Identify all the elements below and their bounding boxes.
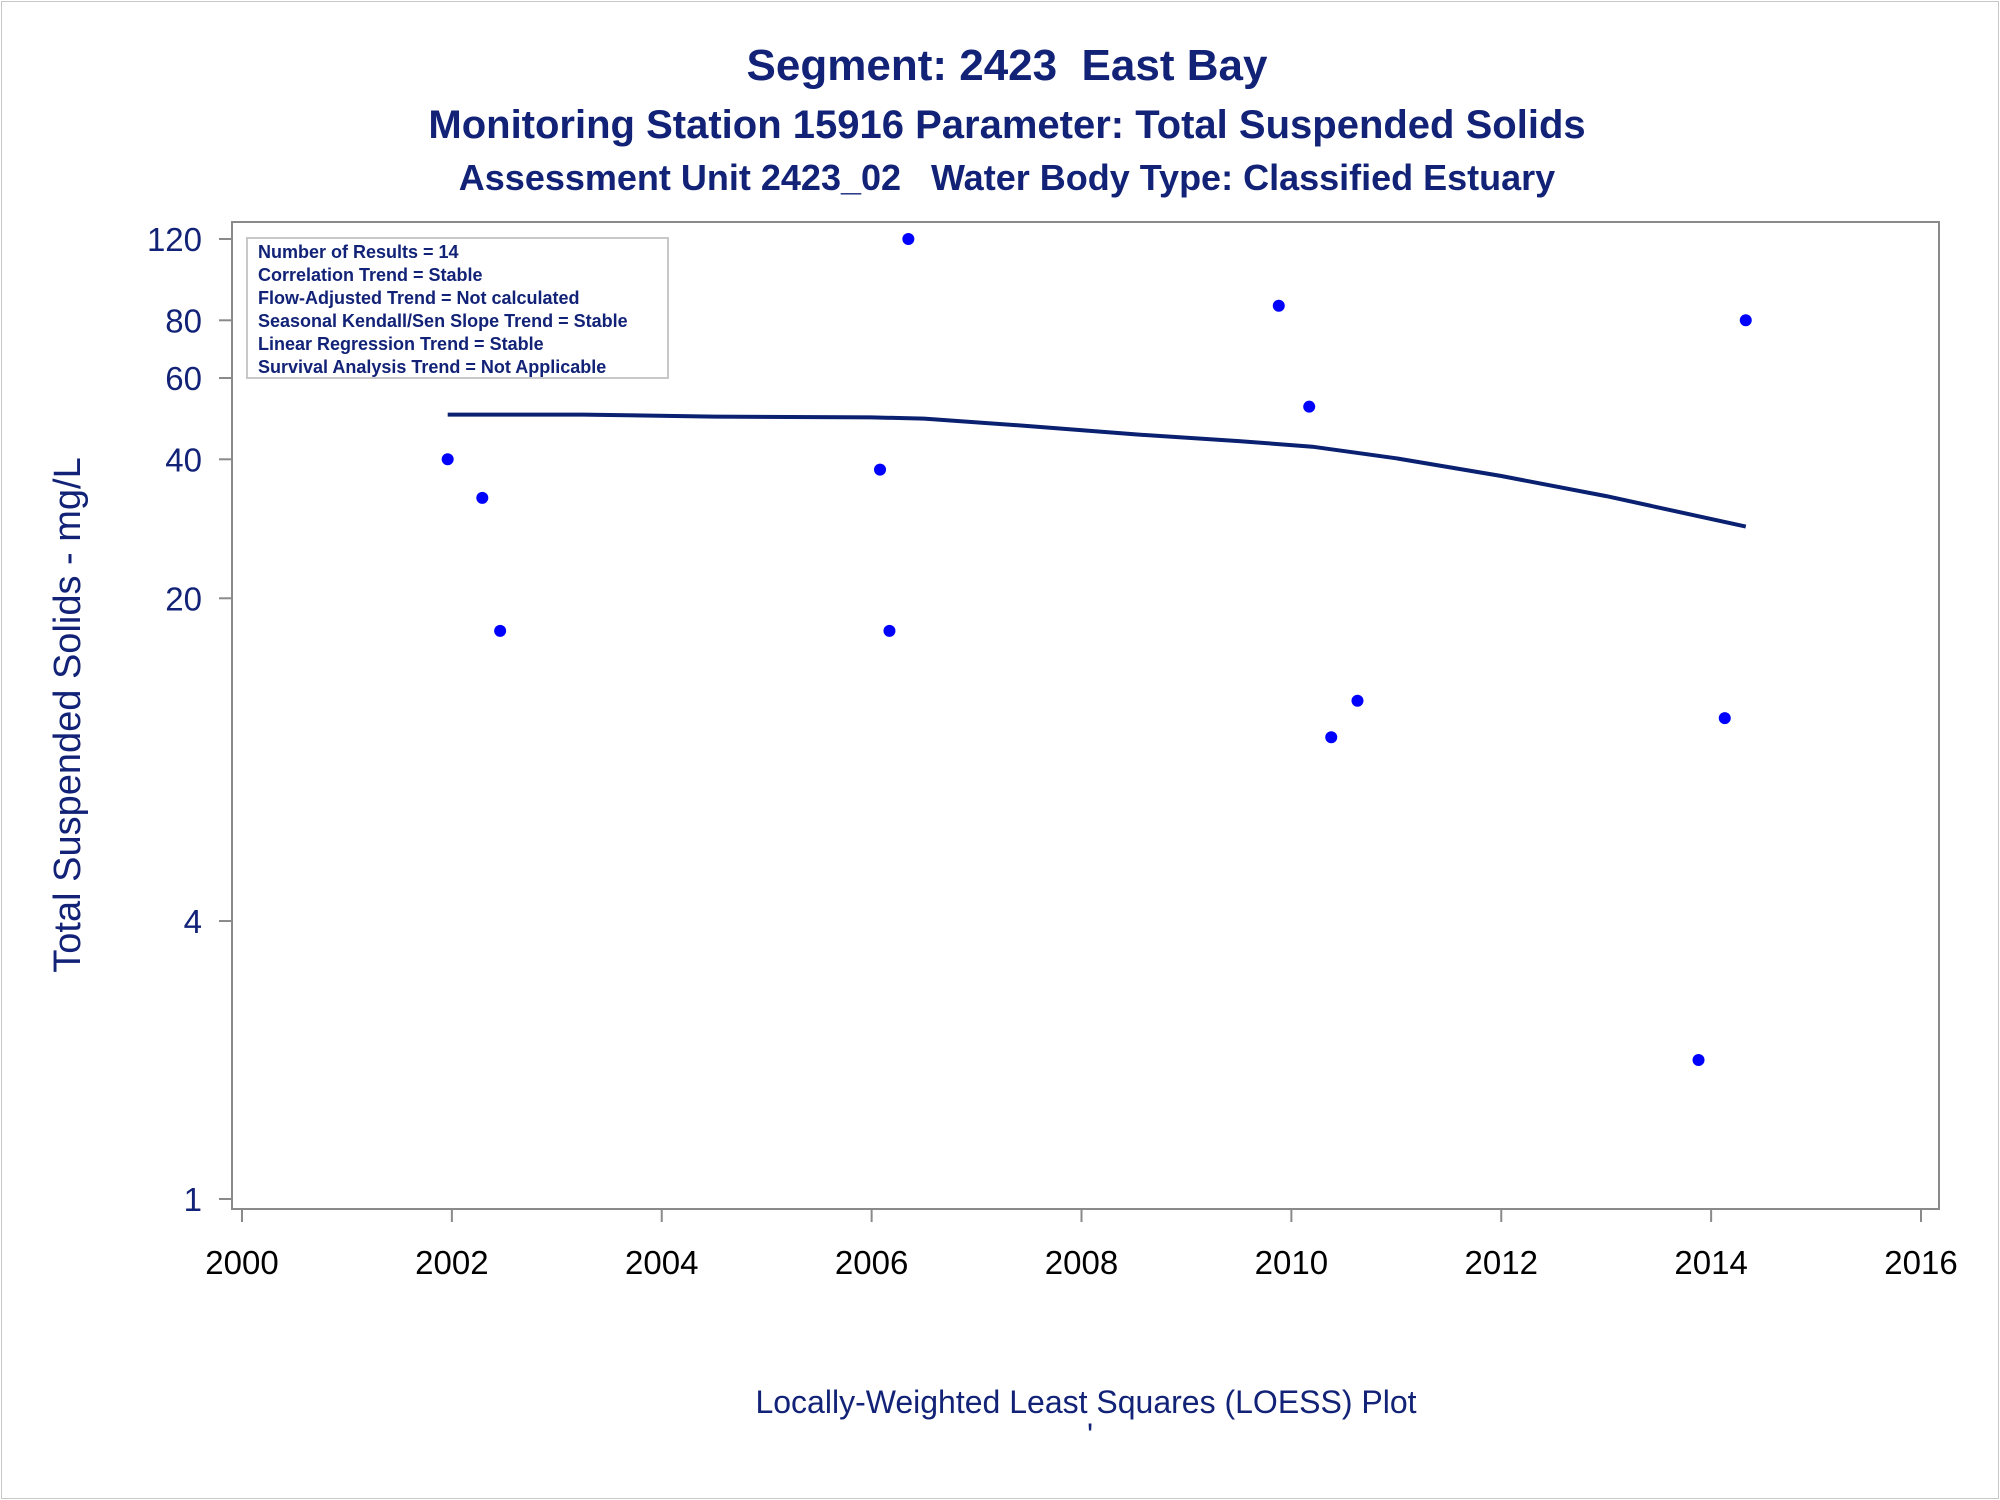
inset-line-linear-regression: Linear Regression Trend = Stable [258,334,544,354]
x-tick-label: 2008 [1045,1244,1118,1281]
inset-line-seasonal-kendall: Seasonal Kendall/Sen Slope Trend = Stabl… [258,311,628,331]
x-tick-label: 2006 [835,1244,908,1281]
x-tick-label: 2012 [1465,1244,1538,1281]
y-axis: 1 4 20 40 60 80 120 [147,221,232,1218]
x-tick-label: 2010 [1255,1244,1328,1281]
loess-curve [447,412,1747,529]
x-tick-label: 2014 [1674,1244,1747,1281]
x-axis: 2000 2002 2004 2006 2008 2010 2012 2014 2016 [205,1209,1958,1281]
data-point [1718,712,1731,725]
inset-line-correlation: Correlation Trend = Stable [258,265,483,285]
data-point [476,491,489,504]
y-tick-label: 120 [147,221,202,258]
inset-line-survival: Survival Analysis Trend = Not Applicable [258,357,606,377]
chart-title-assessment: Assessment Unit 2423_02 Water Body Type:… [459,157,1555,198]
data-point [1739,314,1752,327]
data-point [1351,694,1364,707]
y-axis-label: Total Suspended Solids - mg/L [47,457,89,972]
inset-line-results: Number of Results = 14 [258,242,459,262]
data-point [1303,400,1316,413]
chart-title-segment: Segment: 2423 East Bay [747,41,1268,90]
inset-line-flow-adjusted: Flow-Adjusted Trend = Not calculated [258,288,580,308]
y-tick-label: 60 [165,360,202,397]
data-point [874,463,887,476]
y-tick-label: 20 [165,580,202,617]
x-tick-label: 2000 [205,1244,278,1281]
y-tick-label: 1 [184,1181,202,1218]
data-point [1692,1054,1705,1067]
x-tick-label: 2016 [1884,1244,1957,1281]
data-point [883,624,896,637]
data-point [441,453,454,466]
footnote-mark: ' [1087,1417,1093,1453]
data-point [494,624,507,637]
x-tick-label: 2002 [415,1244,488,1281]
y-tick-label: 80 [165,302,202,339]
y-tick-label: 4 [184,903,202,940]
y-tick-label: 40 [165,441,202,478]
data-point [1272,299,1285,312]
data-point [1325,731,1338,744]
trend-summary-box: Number of Results = 14 Correlation Trend… [246,237,669,379]
trend-summary-frame [246,237,669,379]
data-point [902,233,915,245]
chart-title-station: Monitoring Station 15916 Parameter: Tota… [428,103,1585,147]
plot-area [231,221,1940,1210]
x-tick-label: 2004 [625,1244,698,1281]
footnote-loess: Locally-Weighted Least Squares (LOESS) P… [755,1384,1416,1420]
